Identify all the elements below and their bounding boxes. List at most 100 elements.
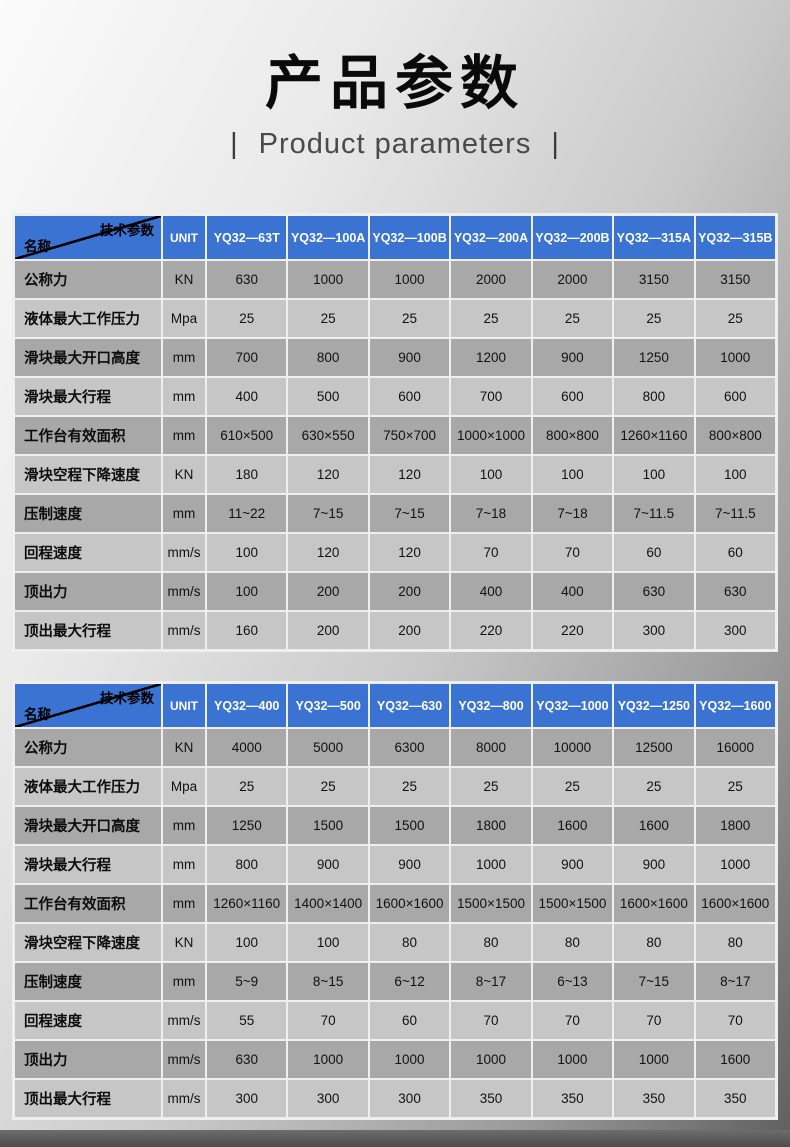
param-name-cell: 公称力	[15, 261, 161, 298]
value-cell: 750×700	[369, 417, 450, 454]
value-cell: 70	[451, 534, 531, 571]
value-cell: 1000	[288, 261, 368, 298]
value-cell: 300	[369, 1080, 450, 1117]
value-cell: 600	[695, 378, 775, 415]
param-name-cell: 回程速度	[15, 534, 161, 571]
value-cell: 300	[207, 1080, 287, 1117]
value-cell: 16000	[695, 729, 775, 766]
subtitle-text: Product parameters	[258, 127, 532, 160]
value-cell: 1800	[695, 807, 775, 844]
value-cell: 25	[288, 300, 368, 337]
value-cell: 1000	[614, 1041, 694, 1078]
value-cell: 55	[207, 1002, 287, 1039]
value-cell: 120	[369, 456, 450, 493]
value-cell: 25	[207, 300, 287, 337]
param-name-cell: 工作台有效面积	[15, 417, 161, 454]
value-cell: 1250	[614, 339, 694, 376]
value-cell: 600	[532, 378, 613, 415]
value-cell: 70	[451, 1002, 531, 1039]
param-name-cell: 工作台有效面积	[15, 885, 161, 922]
value-cell: 800	[288, 339, 368, 376]
model-column-header: YQ32—200B	[532, 216, 613, 259]
value-cell: 1000	[288, 1041, 368, 1078]
value-cell: 25	[451, 300, 531, 337]
unit-cell: mm/s	[163, 1080, 205, 1117]
value-cell: 100	[207, 924, 287, 961]
value-cell: 6300	[369, 729, 450, 766]
value-cell: 6~12	[369, 963, 450, 1000]
value-cell: 25	[207, 768, 287, 805]
value-cell: 3150	[614, 261, 694, 298]
value-cell: 350	[695, 1080, 775, 1117]
value-cell: 200	[369, 573, 450, 610]
model-column-header: YQ32—100B	[369, 216, 450, 259]
model-column-header: YQ32—400	[207, 684, 287, 727]
model-column-header: YQ32—500	[288, 684, 368, 727]
param-name-cell: 液体最大工作压力	[15, 300, 161, 337]
value-cell: 25	[451, 768, 531, 805]
value-cell: 25	[695, 300, 775, 337]
value-cell: 100	[695, 456, 775, 493]
value-cell: 900	[288, 846, 368, 883]
unit-cell: mm/s	[163, 534, 205, 571]
unit-cell: mm/s	[163, 1002, 205, 1039]
value-cell: 100	[451, 456, 531, 493]
model-column-header: YQ32—200A	[451, 216, 531, 259]
value-cell: 7~11.5	[614, 495, 694, 532]
value-cell: 4000	[207, 729, 287, 766]
value-cell: 350	[451, 1080, 531, 1117]
model-column-header: YQ32—315B	[695, 216, 775, 259]
value-cell: 7~15	[288, 495, 368, 532]
unit-cell: mm	[163, 885, 205, 922]
corner-label-name: 名称	[24, 707, 51, 722]
param-name-cell: 公称力	[15, 729, 161, 766]
value-cell: 60	[695, 534, 775, 571]
param-name-cell: 滑块空程下降速度	[15, 456, 161, 493]
param-name-cell: 顶出力	[15, 573, 161, 610]
value-cell: 1000	[369, 1041, 450, 1078]
value-cell: 700	[451, 378, 531, 415]
corner-label-tech-params: 技术参数	[100, 223, 154, 238]
value-cell: 630	[207, 261, 287, 298]
param-name-cell: 滑块最大行程	[15, 846, 161, 883]
value-cell: 350	[614, 1080, 694, 1117]
value-cell: 80	[369, 924, 450, 961]
unit-cell: mm/s	[163, 612, 205, 649]
unit-column-header: UNIT	[163, 216, 205, 259]
value-cell: 1000	[532, 1041, 613, 1078]
value-cell: 1000	[451, 846, 531, 883]
value-cell: 8~15	[288, 963, 368, 1000]
value-cell: 1800	[451, 807, 531, 844]
value-cell: 1600×1600	[369, 885, 450, 922]
param-name-cell: 滑块空程下降速度	[15, 924, 161, 961]
value-cell: 600	[369, 378, 450, 415]
model-column-header: YQ32—1250	[614, 684, 694, 727]
value-cell: 630×550	[288, 417, 368, 454]
value-cell: 220	[451, 612, 531, 649]
param-name-cell: 液体最大工作压力	[15, 768, 161, 805]
value-cell: 1500×1500	[451, 885, 531, 922]
value-cell: 25	[369, 300, 450, 337]
model-column-header: YQ32—800	[451, 684, 531, 727]
unit-cell: mm	[163, 339, 205, 376]
param-name-cell: 顶出最大行程	[15, 1080, 161, 1117]
unit-cell: KN	[163, 456, 205, 493]
value-cell: 70	[614, 1002, 694, 1039]
value-cell: 120	[288, 534, 368, 571]
value-cell: 900	[532, 339, 613, 376]
value-cell: 1260×1160	[207, 885, 287, 922]
value-cell: 120	[369, 534, 450, 571]
value-cell: 7~18	[532, 495, 613, 532]
unit-cell: mm/s	[163, 573, 205, 610]
model-column-header: YQ32—100A	[288, 216, 368, 259]
value-cell: 630	[695, 573, 775, 610]
value-cell: 800	[614, 378, 694, 415]
value-cell: 800×800	[532, 417, 613, 454]
value-cell: 180	[207, 456, 287, 493]
page-subtitle: | Product parameters |	[0, 128, 790, 161]
value-cell: 300	[614, 612, 694, 649]
subtitle-left-bar: |	[230, 127, 239, 160]
value-cell: 80	[695, 924, 775, 961]
value-cell: 1500	[288, 807, 368, 844]
value-cell: 70	[288, 1002, 368, 1039]
